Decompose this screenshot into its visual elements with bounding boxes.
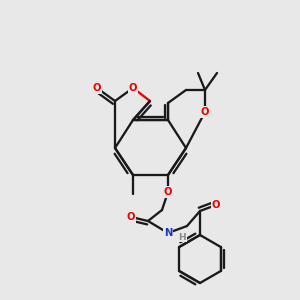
Text: N: N	[164, 228, 172, 238]
Text: O: O	[164, 187, 172, 197]
Text: O: O	[93, 83, 101, 93]
Text: O: O	[127, 212, 135, 222]
Text: O: O	[212, 200, 220, 210]
Text: O: O	[201, 107, 209, 117]
Text: O: O	[129, 83, 137, 93]
Text: H: H	[178, 232, 186, 242]
